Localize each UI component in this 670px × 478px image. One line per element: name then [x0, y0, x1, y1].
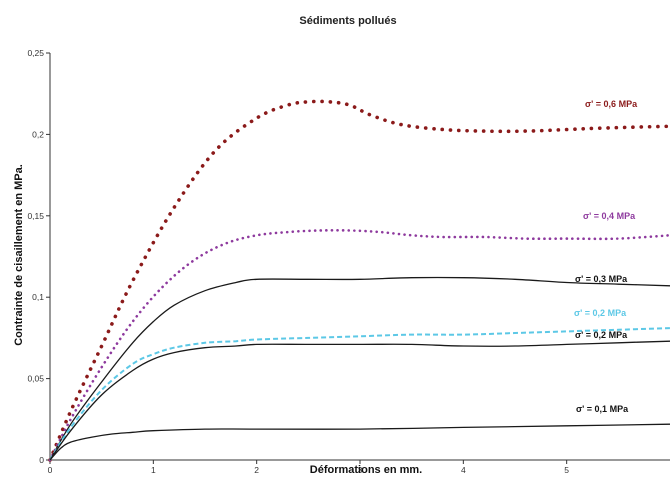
- series-label-1: σ' = 0,6 MPa: [585, 99, 638, 109]
- y-tick-label: 0,05: [27, 374, 44, 384]
- series-label-5: σ' = 0,2 MPa: [575, 330, 628, 340]
- x-tick-label: 3: [358, 465, 363, 475]
- series-label-3: σ' = 0,3 MPa: [575, 274, 628, 284]
- x-tick-label: 5: [564, 465, 569, 475]
- series-line-2: [48, 228, 670, 462]
- x-tick-label: 1: [151, 465, 156, 475]
- x-tick-label: 4: [461, 465, 466, 475]
- series-line-1: [48, 99, 670, 462]
- y-tick-label: 0,2: [32, 129, 44, 139]
- y-tick-label: 0,1: [32, 292, 44, 302]
- series-label-2: σ' = 0,4 MPa: [583, 211, 636, 221]
- y-axis-label: Contrainte de cisaillement en MPa.: [13, 164, 25, 346]
- series-line-4: [49, 327, 670, 461]
- series-label-4: σ' = 0,2 MPa: [574, 308, 627, 318]
- plot-area: 0 0,05 0,1 0,15 0,2 0,25 0 1 2 3 4 5 σ' = 0,6 MPa σ' …: [27, 48, 670, 475]
- chart-title: Sédiments pollués: [299, 15, 396, 27]
- x-tick-label: 0: [48, 465, 53, 475]
- y-tick-label: 0: [39, 455, 44, 465]
- series-line-6: [49, 423, 670, 461]
- y-tick-label: 0,15: [27, 211, 44, 221]
- y-tick-label: 0,25: [27, 48, 44, 58]
- series-line-5: [49, 340, 670, 461]
- series-line-3: [49, 276, 670, 461]
- x-axis-label: Déformations en mm.: [310, 464, 422, 476]
- series-label-6: σ' = 0,1 MPa: [576, 404, 629, 414]
- x-tick-label: 2: [254, 465, 259, 475]
